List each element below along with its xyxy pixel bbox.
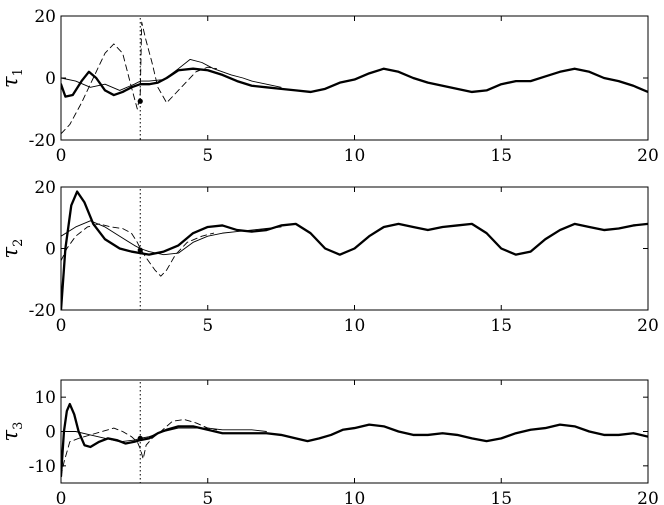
y-axis-label: τ2 <box>0 239 26 259</box>
x-tick-label: 15 <box>490 489 512 505</box>
series-line-dashed <box>61 419 218 477</box>
series-line-dashed <box>61 21 218 135</box>
series-line-thin <box>61 58 282 91</box>
axes-frame <box>60 379 649 484</box>
x-tick-label: 10 <box>344 146 366 166</box>
series-line-thick <box>61 190 648 310</box>
series-line-thin <box>61 427 267 443</box>
event-point <box>137 435 143 441</box>
x-tick-label: 5 <box>202 489 213 505</box>
y-axis-label: τ3 <box>0 422 26 442</box>
y-tick-label: -20 <box>29 301 56 321</box>
x-tick-label: 20 <box>637 146 659 166</box>
y-tick-label: 0 <box>45 423 56 443</box>
x-tick-label: 10 <box>344 316 366 336</box>
series-line-thick <box>61 402 648 478</box>
x-tick-label: 5 <box>202 146 213 166</box>
series-line-thin <box>61 220 282 256</box>
series-group <box>61 190 648 310</box>
x-tick-label: 5 <box>202 316 213 336</box>
y-tick-label: -20 <box>29 131 56 151</box>
series-group <box>61 402 648 478</box>
x-tick-label: 20 <box>637 489 659 505</box>
y-axis-label: τ1 <box>0 68 26 88</box>
x-tick-label: 20 <box>637 316 659 336</box>
y-tick-label: 0 <box>45 240 56 260</box>
event-point <box>137 247 143 253</box>
x-tick-label: 0 <box>56 489 67 505</box>
x-tick-label: 10 <box>344 489 366 505</box>
x-tick-label: 0 <box>56 316 67 336</box>
series-line-dashed <box>61 223 215 277</box>
x-tick-label: 15 <box>490 316 512 336</box>
y-tick-label: 0 <box>45 69 56 89</box>
y-tick-label: 20 <box>34 178 56 198</box>
series-group <box>61 21 648 135</box>
y-tick-label: -10 <box>29 457 56 477</box>
x-tick-label: 0 <box>56 146 67 166</box>
event-point <box>137 98 143 104</box>
y-tick-label: 10 <box>34 388 56 408</box>
y-tick-label: 20 <box>34 7 56 27</box>
axes-frame <box>60 15 649 141</box>
series-line-thick <box>61 67 648 98</box>
x-tick-label: 15 <box>490 146 512 166</box>
